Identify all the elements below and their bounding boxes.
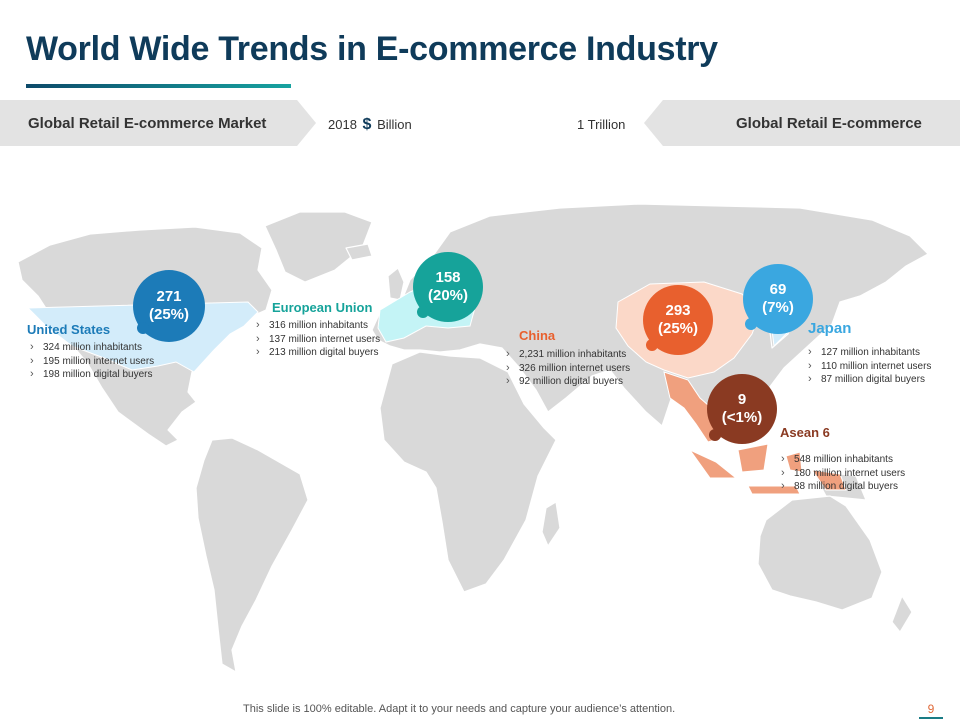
south-america xyxy=(195,437,309,673)
asean-digital-buyers: 88 million digital buyers xyxy=(781,480,905,494)
asean-name: Asean 6 xyxy=(780,425,830,440)
title-underline xyxy=(26,84,291,88)
australia xyxy=(757,495,883,611)
banner-global-ecommerce: Global Retail E-commerce xyxy=(644,100,960,146)
japan-value: 69 xyxy=(769,281,787,298)
asean-internet-users: 180 million internet users xyxy=(781,467,905,481)
japan-share: (7%) xyxy=(762,299,794,316)
africa xyxy=(379,351,557,593)
banner-global-ecommerce-label: Global Retail E-commerce xyxy=(736,114,922,132)
world-map xyxy=(17,203,929,673)
banner-global-market: Global Retail E-commerce Market xyxy=(0,100,316,146)
japan-inhabitants: 127 million inhabitants xyxy=(808,346,931,360)
slide-title: World Wide Trends in E-commerce Industry xyxy=(26,30,718,68)
china-share: (25%) xyxy=(657,320,698,337)
us-marker xyxy=(137,322,149,334)
header-total: 1 Trillion xyxy=(577,117,626,132)
japan-digital-buyers: 87 million digital buyers xyxy=(808,373,931,387)
uk-ireland xyxy=(387,267,405,301)
us-name: United States xyxy=(27,322,111,337)
us-value: 271 xyxy=(156,288,182,305)
china-marker xyxy=(646,339,658,351)
china-stats: 2,231 million inhabitants 326 million in… xyxy=(506,348,630,389)
banner-global-market-label: Global Retail E-commerce Market xyxy=(28,114,267,132)
eu-stats: 316 million inhabitants 137 million inte… xyxy=(256,319,380,360)
us-inhabitants: 324 million inhabitants xyxy=(30,341,154,355)
eu-name: European Union xyxy=(272,300,373,315)
eu-digital-buyers: 213 million digital buyers xyxy=(256,346,380,360)
asean-value: 9 xyxy=(737,391,747,408)
china-internet-users: 326 million internet users xyxy=(506,362,630,376)
greenland xyxy=(264,211,373,283)
china-value-bubble: 293 (25%) xyxy=(643,285,713,355)
japan-name: Japan xyxy=(808,320,852,337)
asean-marker xyxy=(709,429,721,441)
eu-internet-users: 137 million internet users xyxy=(256,333,380,347)
asean-stats: 548 million inhabitants 180 million inte… xyxy=(781,453,905,494)
header-year-unit: 2018 $ Billion xyxy=(328,116,412,134)
asean-inhabitants: 548 million inhabitants xyxy=(781,453,905,467)
header-unit: Billion xyxy=(377,117,412,132)
us-share: (25%) xyxy=(148,306,189,323)
footer-note: This slide is 100% editable. Adapt it to… xyxy=(243,703,676,715)
china-inhabitants: 2,231 million inhabitants xyxy=(506,348,630,362)
page-number: 9 xyxy=(919,702,943,719)
us-stats: 324 million inhabitants 195 million inte… xyxy=(30,341,154,382)
china-name: China xyxy=(519,328,556,343)
japan-internet-users: 110 million internet users xyxy=(808,360,931,374)
eu-marker xyxy=(417,306,429,318)
header-year: 2018 xyxy=(328,117,357,132)
us-internet-users: 195 million internet users xyxy=(30,355,154,369)
japan-stats: 127 million inhabitants 110 million inte… xyxy=(808,346,931,387)
dollar-icon: $ xyxy=(362,116,372,133)
asean-share: (<1%) xyxy=(721,409,763,426)
japan-marker xyxy=(745,318,757,330)
iceland xyxy=(345,243,373,261)
new-zealand xyxy=(891,595,913,633)
eu-inhabitants: 316 million inhabitants xyxy=(256,319,380,333)
china-value: 293 xyxy=(665,302,691,319)
madagascar xyxy=(541,501,561,547)
china-digital-buyers: 92 million digital buyers xyxy=(506,375,630,389)
eu-share: (20%) xyxy=(427,287,468,304)
us-digital-buyers: 198 million digital buyers xyxy=(30,368,154,382)
eu-value: 158 xyxy=(435,269,461,286)
